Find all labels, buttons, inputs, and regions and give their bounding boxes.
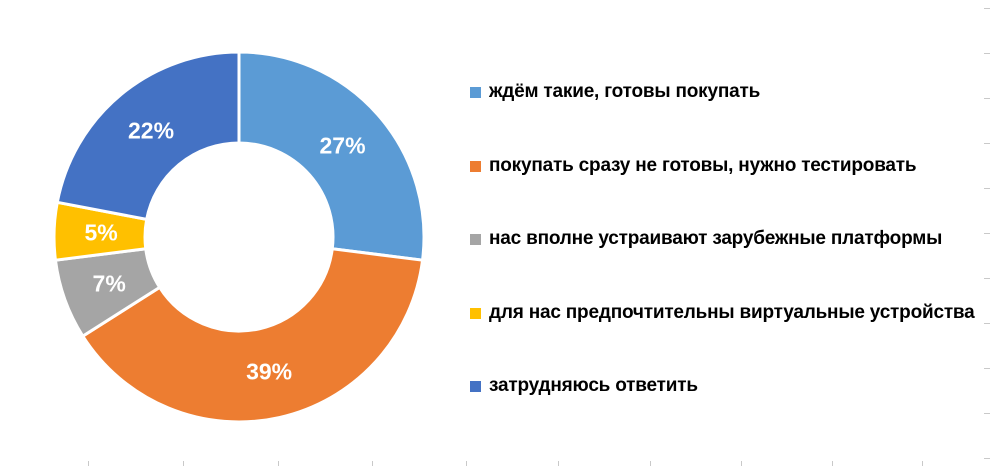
slice-data-label: 7% (93, 271, 126, 297)
right-tick-mark (984, 458, 990, 459)
legend-swatch-icon (470, 233, 481, 245)
legend-label: ждём такие, готовы покупать (489, 81, 761, 102)
legend-swatch-icon (470, 380, 481, 392)
legend-label: покупать сразу не готовы, нужно тестиров… (489, 155, 917, 176)
legend-item: затрудняюсь ответить (470, 375, 698, 397)
legend-item: нас вполне устраивают зарубежные платфор… (470, 228, 942, 250)
right-tick-mark (984, 98, 990, 99)
right-tick-mark (984, 323, 990, 324)
bottom-tick-mark (372, 461, 373, 466)
legend-label: для нас предпочтительны виртуальные устр… (489, 302, 975, 323)
pie-slice-1 (80, 247, 425, 424)
legend-item: покупать сразу не готовы, нужно тестиров… (470, 155, 917, 177)
legend-swatch-icon (470, 86, 481, 98)
bottom-tick-mark (650, 461, 651, 466)
bottom-tick-mark (466, 461, 467, 466)
right-tick-mark (984, 53, 990, 54)
right-tick-mark (984, 278, 990, 279)
slice-data-label: 5% (84, 220, 117, 246)
donut-chart: 27% 39% 7% 5% 22% (52, 50, 426, 424)
right-tick-mark (984, 143, 990, 144)
right-tick-mark (984, 233, 990, 234)
bottom-tick-mark (832, 461, 833, 466)
legend-item: ждём такие, готовы покупать (470, 81, 760, 103)
bottom-tick-mark (741, 461, 742, 466)
legend-item: для нас предпочтительны виртуальные устр… (470, 302, 975, 324)
bottom-tick-mark (183, 461, 184, 466)
right-tick-mark (984, 188, 990, 189)
slice-data-label: 27% (319, 133, 365, 159)
legend-swatch-icon (470, 307, 481, 319)
slice-data-label: 22% (128, 118, 174, 144)
legend-label: нас вполне устраивают зарубежные платфор… (489, 228, 943, 249)
slice-data-label: 39% (246, 359, 292, 385)
legend-swatch-icon (470, 160, 481, 172)
legend-label: затрудняюсь ответить (489, 375, 698, 396)
right-tick-mark (984, 413, 990, 414)
right-tick-mark (984, 8, 990, 9)
bottom-tick-mark (278, 461, 279, 466)
bottom-tick-mark (558, 461, 559, 466)
pie-slice-0 (237, 50, 426, 262)
pie-slice-4 (55, 50, 241, 222)
bottom-tick-mark (88, 461, 89, 466)
right-tick-mark (984, 368, 990, 369)
bottom-tick-mark (922, 461, 923, 466)
